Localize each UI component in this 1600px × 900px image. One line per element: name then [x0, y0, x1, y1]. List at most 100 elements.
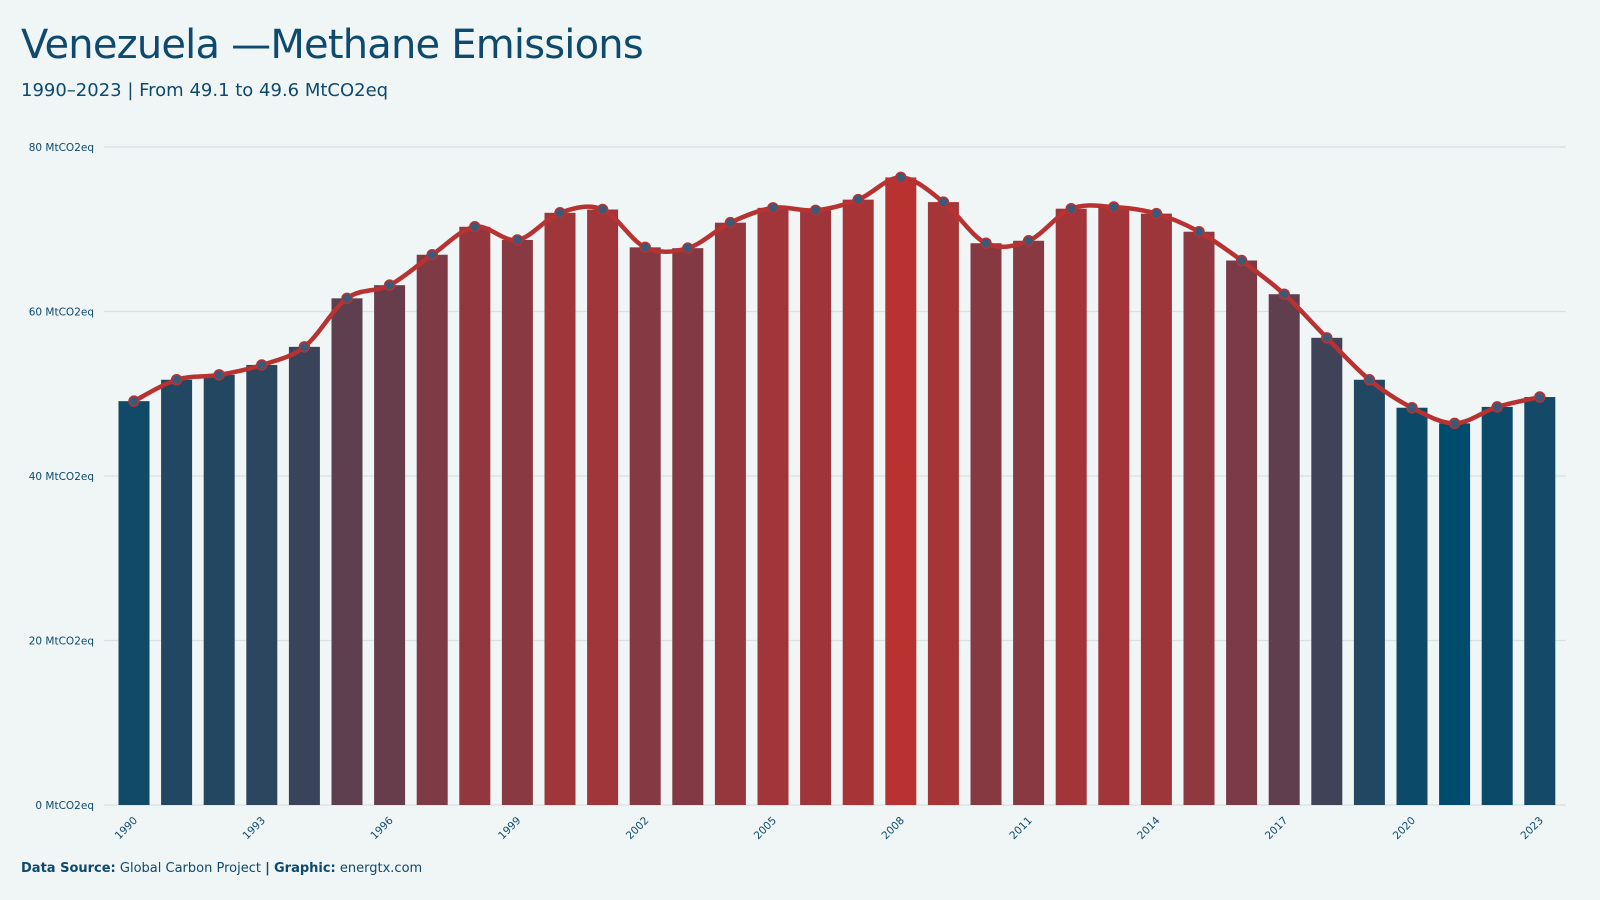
bars — [118, 177, 1556, 806]
bar-2006 — [800, 210, 832, 805]
point-1998 — [469, 221, 481, 233]
point-2003 — [682, 242, 694, 254]
point-2002 — [639, 241, 651, 254]
point-2019 — [1363, 374, 1376, 386]
trend-line — [131, 175, 1543, 426]
bar-2023 — [1524, 397, 1556, 805]
point-2008 — [895, 171, 907, 184]
point-2021 — [1448, 417, 1461, 430]
bar-2011 — [1013, 240, 1045, 805]
bar-1999 — [501, 239, 533, 805]
x-tick-label: 2011 — [1007, 815, 1034, 842]
x-tick-label: 2008 — [880, 815, 907, 842]
point-2016 — [1235, 254, 1248, 267]
y-tick-label: 40 MtCO2eq — [29, 471, 94, 483]
chart-title: Venezuela —Methane Emissions — [21, 22, 644, 68]
point-2010 — [980, 237, 992, 249]
bar-2010 — [970, 243, 1002, 806]
y-axis-tick-labels: 0 MtCO2eq 20 MtCO2eq 40 MtCO2eq 60 MtCO2eq 8… — [29, 142, 94, 812]
point-2015 — [1193, 225, 1205, 238]
point-2012 — [1065, 202, 1077, 215]
x-tick-label: 1996 — [368, 814, 396, 842]
point-1996 — [383, 279, 396, 291]
y-tick-label: 20 MtCO2eq — [29, 636, 94, 648]
x-tick-label: 1993 — [241, 815, 268, 842]
bar-2007 — [842, 199, 874, 805]
graphic-value: energtx.com — [339, 861, 423, 876]
point-1994 — [298, 341, 311, 353]
y-tick-label: 0 MtCO2eq — [35, 800, 94, 812]
point-2022 — [1491, 401, 1503, 413]
bar-2016 — [1226, 260, 1258, 805]
point-2011 — [1022, 235, 1035, 247]
point-2013 — [1108, 201, 1120, 213]
bar-1993 — [246, 364, 278, 805]
bar-1990 — [118, 401, 150, 805]
point-2023 — [1534, 391, 1546, 403]
point-1992 — [213, 369, 225, 381]
point-2007 — [852, 193, 864, 206]
bar-2012 — [1055, 208, 1087, 805]
emissions-line — [131, 175, 1543, 426]
footer-separator: | — [265, 861, 270, 876]
bar-2005 — [757, 207, 789, 806]
point-1991 — [170, 374, 183, 386]
chart-subtitle: 1990–2023 | From 49.1 to 49.6 MtCO2eq — [21, 80, 389, 101]
x-tick-label: 1999 — [496, 815, 523, 842]
x-tick-label: 2017 — [1263, 815, 1290, 842]
point-1993 — [256, 359, 268, 371]
data-source-label: Data Source: — [21, 861, 116, 876]
graphic-label: Graphic: — [273, 861, 336, 876]
bar-2000 — [544, 212, 576, 806]
bar-2008 — [885, 177, 917, 805]
bar-2017 — [1268, 294, 1300, 805]
bar-2020 — [1396, 407, 1428, 805]
point-2009 — [937, 196, 950, 208]
x-tick-label: 2020 — [1391, 815, 1418, 842]
point-2005 — [767, 202, 779, 214]
point-2018 — [1321, 332, 1333, 344]
point-2014 — [1150, 207, 1163, 220]
point-1990 — [128, 395, 140, 407]
bar-1994 — [288, 346, 320, 805]
point-2006 — [809, 204, 822, 217]
y-tick-label: 60 MtCO2eq — [29, 307, 94, 319]
bar-2004 — [714, 222, 746, 806]
y-tick-label: 80 MtCO2eq — [29, 142, 94, 154]
bar-2002 — [629, 247, 661, 806]
footer-credits: Data Source: Global Carbon Project | Gra… — [21, 861, 422, 876]
bar-2021 — [1439, 423, 1471, 805]
point-2017 — [1278, 288, 1290, 300]
bar-1997 — [416, 254, 448, 805]
bar-2015 — [1183, 231, 1215, 805]
point-1997 — [426, 248, 438, 261]
bar-1992 — [203, 374, 235, 805]
point-2020 — [1406, 401, 1418, 414]
x-axis-tick-labels: 1990 1993 1996 1999 2002 2005 2008 2011 2014 2017… — [113, 814, 1546, 842]
bar-2022 — [1481, 406, 1513, 805]
bar-2014 — [1140, 213, 1172, 805]
x-tick-label: 2005 — [752, 815, 779, 842]
point-2000 — [554, 207, 566, 219]
point-1999 — [511, 234, 524, 246]
x-tick-label: 2014 — [1135, 814, 1163, 842]
point-1995 — [341, 292, 353, 305]
bar-2009 — [927, 202, 959, 806]
grid-layer — [104, 146, 1566, 806]
bar-1998 — [459, 226, 491, 806]
x-tick-label: 1990 — [113, 815, 140, 842]
bar-2018 — [1311, 337, 1343, 805]
bar-1996 — [374, 285, 406, 805]
bar-2013 — [1098, 207, 1130, 806]
x-tick-label: 2023 — [1519, 815, 1546, 842]
point-2001 — [596, 203, 609, 216]
bar-2001 — [587, 209, 619, 805]
bar-1995 — [331, 298, 363, 805]
data-source-value: Global Carbon Project — [119, 861, 261, 876]
x-tick-label: 2002 — [624, 815, 651, 842]
point-2004 — [724, 216, 737, 229]
bar-2019 — [1353, 379, 1385, 805]
bar-2003 — [672, 248, 704, 806]
markers — [128, 171, 1546, 430]
